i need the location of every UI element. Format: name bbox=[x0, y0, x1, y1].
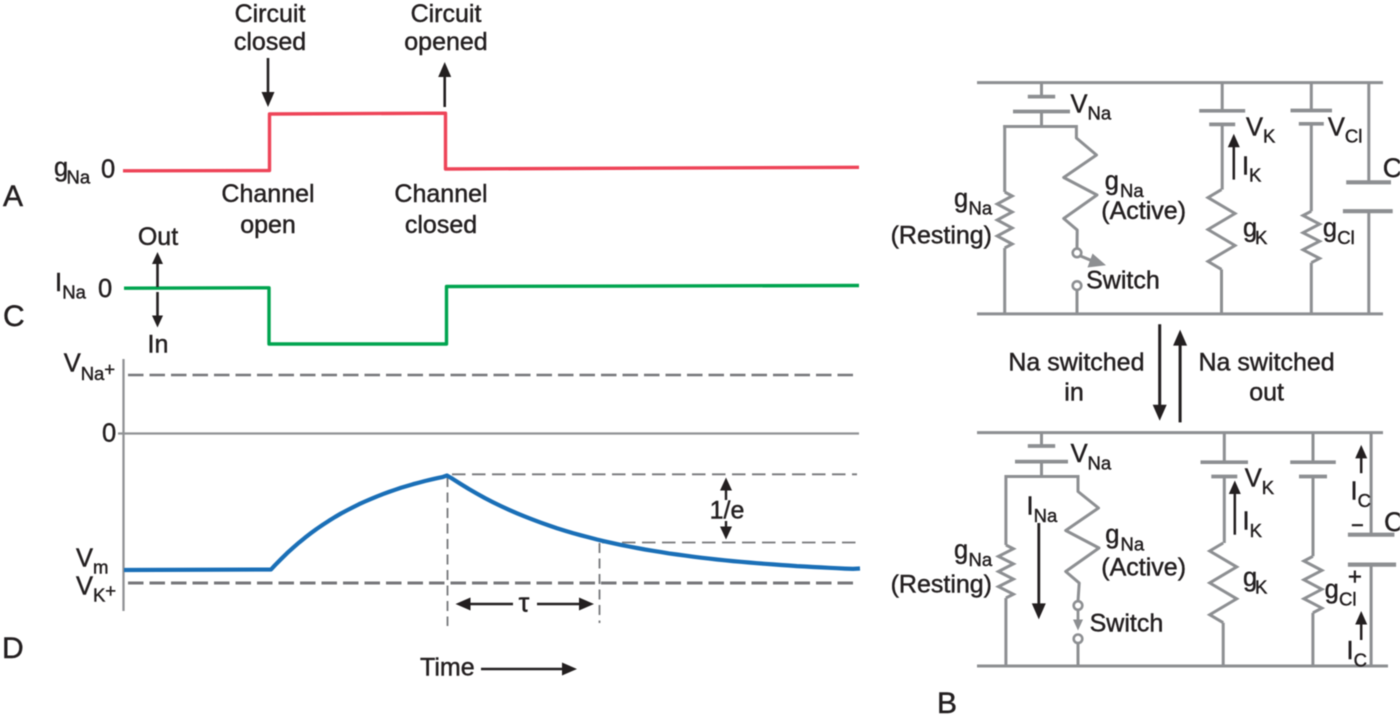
svg-text:Cl: Cl bbox=[1337, 227, 1354, 248]
svg-text:Channel: Channel bbox=[221, 180, 314, 208]
svg-text:+: + bbox=[104, 359, 115, 380]
svg-text:V: V bbox=[1246, 114, 1263, 142]
svg-text:Time: Time bbox=[420, 654, 475, 682]
svg-text:(Resting): (Resting) bbox=[891, 222, 992, 250]
svg-text:g: g bbox=[1243, 564, 1257, 592]
svg-text:m: m bbox=[93, 557, 108, 578]
svg-text:0: 0 bbox=[101, 156, 115, 184]
svg-text:B: B bbox=[937, 687, 957, 720]
svg-text:Na: Na bbox=[969, 549, 993, 570]
svg-text:V: V bbox=[1071, 440, 1088, 468]
svg-text:g: g bbox=[1323, 215, 1337, 243]
svg-text:Na: Na bbox=[1088, 102, 1112, 123]
svg-text:Na switched: Na switched bbox=[1199, 349, 1335, 377]
svg-text:(Resting): (Resting) bbox=[891, 571, 992, 599]
svg-text:K: K bbox=[1250, 520, 1263, 541]
svg-text:Circuit: Circuit bbox=[411, 0, 482, 28]
svg-text:Na: Na bbox=[62, 282, 86, 303]
svg-text:Na: Na bbox=[67, 167, 91, 188]
svg-text:I: I bbox=[55, 269, 62, 297]
svg-text:C: C bbox=[1383, 153, 1400, 183]
svg-text:V: V bbox=[1245, 465, 1262, 493]
svg-text:D: D bbox=[2, 632, 24, 665]
svg-text:Switch: Switch bbox=[1086, 266, 1160, 294]
svg-text:opened: opened bbox=[404, 28, 487, 56]
svg-text:g: g bbox=[54, 154, 68, 182]
svg-text:V: V bbox=[76, 572, 93, 600]
svg-text:+: + bbox=[105, 580, 116, 601]
svg-text:Out: Out bbox=[138, 223, 178, 251]
svg-text:g: g bbox=[1105, 521, 1119, 549]
svg-text:g: g bbox=[1105, 168, 1119, 196]
svg-text:g: g bbox=[1243, 215, 1257, 243]
svg-text:0: 0 bbox=[102, 420, 116, 448]
svg-text:Na: Na bbox=[1088, 453, 1112, 474]
svg-text:I: I bbox=[1027, 493, 1034, 521]
svg-text:V: V bbox=[76, 545, 93, 573]
svg-text:closed: closed bbox=[234, 28, 306, 56]
svg-text:Na: Na bbox=[1120, 180, 1144, 201]
svg-text:K: K bbox=[1262, 477, 1275, 498]
svg-text:Na: Na bbox=[969, 198, 993, 219]
svg-text:Switch: Switch bbox=[1090, 610, 1164, 638]
svg-text:Circuit: Circuit bbox=[235, 0, 306, 28]
svg-text:+: + bbox=[1348, 564, 1362, 591]
svg-text:K: K bbox=[1255, 577, 1268, 598]
svg-text:Cl: Cl bbox=[1345, 126, 1362, 147]
svg-text:I: I bbox=[1351, 478, 1358, 506]
svg-text:V: V bbox=[64, 350, 81, 378]
svg-text:0: 0 bbox=[98, 275, 112, 303]
svg-text:K: K bbox=[1255, 227, 1268, 248]
svg-text:g: g bbox=[954, 537, 968, 565]
svg-text:C: C bbox=[1354, 650, 1367, 671]
svg-text:In: In bbox=[148, 331, 169, 359]
svg-text:open: open bbox=[240, 211, 296, 239]
svg-text:Na: Na bbox=[1034, 505, 1058, 526]
svg-text:out: out bbox=[1249, 378, 1284, 406]
svg-text:τ: τ bbox=[519, 588, 530, 618]
svg-text:C: C bbox=[1384, 507, 1400, 537]
svg-text:g: g bbox=[954, 185, 968, 213]
svg-text:−: − bbox=[1351, 513, 1364, 538]
svg-text:I: I bbox=[1243, 508, 1250, 536]
svg-text:K: K bbox=[1263, 126, 1276, 147]
svg-text:V: V bbox=[1071, 90, 1088, 118]
svg-text:I: I bbox=[1347, 637, 1354, 665]
svg-text:(Active): (Active) bbox=[1101, 197, 1186, 225]
svg-text:A: A bbox=[3, 180, 23, 213]
svg-text:Cl: Cl bbox=[1339, 589, 1356, 610]
svg-text:Na: Na bbox=[1121, 534, 1145, 555]
svg-text:in: in bbox=[1064, 378, 1083, 406]
svg-text:V: V bbox=[1328, 114, 1345, 142]
svg-text:C: C bbox=[1358, 490, 1371, 511]
svg-text:Na switched: Na switched bbox=[1008, 349, 1144, 377]
svg-text:1/e: 1/e bbox=[710, 497, 745, 525]
svg-text:K: K bbox=[93, 585, 106, 606]
svg-text:g: g bbox=[1325, 576, 1339, 604]
svg-text:K: K bbox=[1249, 165, 1262, 186]
svg-text:C: C bbox=[3, 300, 25, 333]
svg-text:closed: closed bbox=[405, 211, 477, 239]
svg-text:I: I bbox=[1242, 152, 1249, 180]
svg-text:(Active): (Active) bbox=[1101, 554, 1186, 582]
svg-text:Channel: Channel bbox=[394, 180, 487, 208]
svg-text:Na: Na bbox=[81, 363, 105, 384]
